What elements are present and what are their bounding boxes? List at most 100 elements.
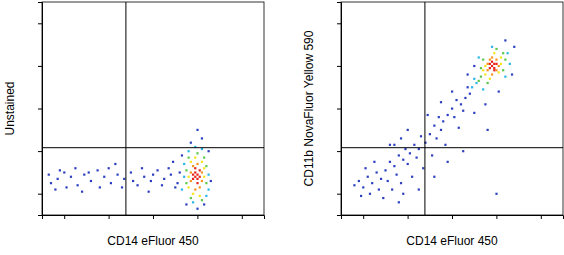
event-dot — [498, 90, 500, 92]
event-dot — [478, 56, 480, 58]
event-dot — [205, 182, 207, 184]
plot-frame — [341, 2, 563, 215]
event-dot — [97, 169, 99, 171]
event-dot — [110, 182, 112, 184]
event-dot — [487, 82, 489, 84]
event-dot — [407, 163, 409, 165]
event-dot — [502, 69, 504, 71]
gate-horizontal — [341, 147, 563, 148]
x-axis-title: CD14 eFluor 450 — [406, 234, 498, 248]
event-dot — [420, 135, 422, 137]
event-dot — [203, 167, 205, 169]
event-dot — [504, 39, 506, 41]
event-dot — [179, 171, 181, 173]
event-dot — [150, 180, 152, 182]
x-axis-line — [43, 216, 265, 220]
event-dot — [77, 184, 79, 186]
event-dot — [196, 152, 198, 154]
x-tick-mark — [363, 215, 364, 219]
event-dot — [183, 176, 185, 178]
event-dot — [203, 176, 205, 178]
panel: CD14 eFluor 450Unstained — [3, 2, 265, 248]
y-tick — [337, 23, 341, 24]
event-dot — [396, 174, 398, 176]
event-dot — [123, 178, 125, 180]
event-dot — [495, 69, 497, 71]
event-dot — [172, 161, 174, 163]
event-dot — [99, 186, 101, 188]
quadrant-gates — [341, 2, 563, 215]
event-dot — [473, 112, 475, 114]
event-dot — [409, 152, 411, 154]
event-dot — [493, 52, 495, 54]
event-dot — [467, 86, 469, 88]
y-tick-mark — [337, 109, 341, 110]
event-dot — [57, 178, 59, 180]
plot-frame — [42, 2, 264, 215]
event-dot — [453, 116, 455, 118]
event-dot — [433, 125, 435, 127]
event-dot — [103, 176, 105, 178]
event-dot — [201, 137, 203, 139]
event-dot — [498, 65, 500, 67]
event-dot — [196, 129, 198, 131]
event-dot — [471, 86, 473, 88]
y-tick-mark — [337, 151, 341, 152]
event-dot — [50, 182, 52, 184]
points — [353, 39, 515, 203]
event-dot — [491, 61, 493, 63]
event-dot — [387, 180, 389, 182]
event-dot — [59, 169, 61, 171]
event-dot — [427, 114, 429, 116]
event-dot — [201, 171, 203, 173]
x-tick — [541, 215, 542, 219]
x-tick — [64, 215, 65, 219]
x-tick-mark — [496, 215, 497, 219]
event-dot — [464, 97, 466, 99]
event-dot — [398, 201, 400, 203]
event-dot — [484, 103, 486, 105]
event-dot — [495, 63, 497, 65]
y-tick — [38, 194, 42, 195]
x-tick — [363, 215, 364, 219]
event-dot — [371, 182, 373, 184]
x-tick-mark — [109, 215, 110, 219]
event-dot — [504, 76, 506, 78]
y-tick-mark — [38, 194, 42, 195]
event-dot — [462, 150, 464, 152]
event-dot — [391, 188, 393, 190]
event-dot — [507, 52, 509, 54]
event-dot — [192, 178, 194, 180]
event-dot — [489, 67, 491, 69]
event-dot — [467, 73, 469, 75]
x-tick — [197, 215, 198, 219]
event-dot — [116, 174, 118, 176]
event-dot — [205, 165, 207, 167]
event-dot — [353, 184, 355, 186]
event-dot — [48, 174, 50, 176]
y-axis-line — [337, 3, 342, 216]
event-dot — [192, 165, 194, 167]
event-dot — [181, 188, 183, 190]
y-axis-title: CD11b NovaFluor Yellow 590 — [302, 30, 316, 186]
event-dot — [205, 195, 207, 197]
event-dot — [447, 114, 449, 116]
event-dot — [132, 180, 134, 182]
event-dot — [491, 46, 493, 48]
event-dot — [500, 56, 502, 58]
event-dot — [460, 103, 462, 105]
x-tick-mark — [242, 215, 243, 219]
event-dot — [489, 59, 491, 61]
event-dot — [362, 186, 364, 188]
event-dot — [440, 101, 442, 103]
event-dot — [415, 156, 417, 158]
y-tick — [38, 109, 42, 110]
event-dot — [500, 63, 502, 65]
event-dot — [493, 69, 495, 71]
event-dot — [63, 171, 65, 173]
event-dot — [163, 178, 165, 180]
event-dot — [484, 73, 486, 75]
event-dot — [498, 71, 500, 73]
event-dot — [188, 186, 190, 188]
event-dot — [389, 144, 391, 146]
